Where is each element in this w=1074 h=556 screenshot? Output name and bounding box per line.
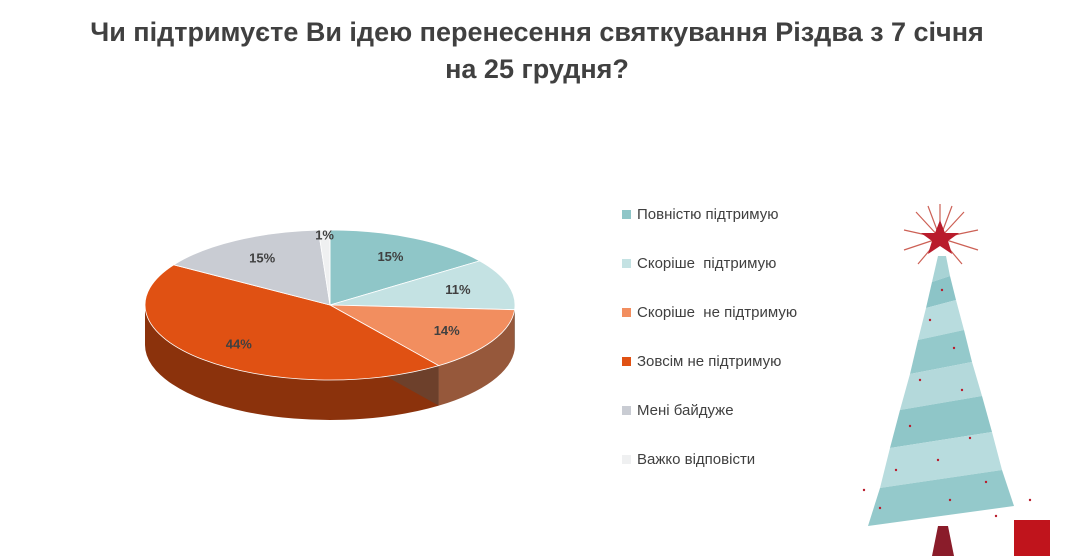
pie-slice-5-label: 15% <box>249 251 275 266</box>
pie-slice-6 <box>317 229 331 306</box>
chart-title-line-2: на 25 грудня? <box>445 54 629 84</box>
legend-item-6: Важко відповісти <box>622 451 797 500</box>
legend-swatch <box>622 308 631 317</box>
legend-swatch <box>622 455 631 464</box>
pie-slice-4-side <box>145 305 439 420</box>
pie-slice-2 <box>329 260 516 311</box>
star-icon <box>921 220 959 254</box>
pie-slice-6-label: 1% <box>315 227 334 242</box>
legend-label: Зовсім не підтримую <box>637 353 782 370</box>
pie-slice-4-label: 44% <box>226 336 252 351</box>
pie-slice-1 <box>329 229 481 306</box>
legend-label: Повністю підтримую <box>637 206 779 223</box>
pie-tops <box>144 229 516 381</box>
legend-label: Скоріше підтримую <box>637 255 777 272</box>
pie-slice-5 <box>172 229 331 306</box>
chart-title: Чи підтримуєте Ви ідею перенесення святк… <box>40 14 1034 88</box>
legend-item-5: Мені байдуже <box>622 402 797 451</box>
pie-slice-3 <box>329 304 516 367</box>
chart-title-line-1: Чи підтримуєте Ви ідею перенесення святк… <box>90 17 984 47</box>
gift-box-icon <box>1014 520 1050 556</box>
pie-slice-1-label: 15% <box>377 249 403 264</box>
legend-item-2: Скоріше підтримую <box>622 255 797 304</box>
legend-label: Мені байдуже <box>637 402 734 419</box>
pie-chart: 15% 11% 14% 44% 15% 1% <box>144 227 516 420</box>
pie-slice-3-label: 14% <box>434 323 460 338</box>
legend-swatch <box>622 357 631 366</box>
tree-ribbon-icon <box>868 256 1014 526</box>
legend-item-1: Повністю підтримую <box>622 206 797 255</box>
tree-dots-icon <box>862 288 1032 518</box>
pie-slice-2-label: 11% <box>445 282 471 297</box>
chart-legend: Повністю підтримую Скоріше підтримую Скорі… <box>622 206 797 500</box>
christmas-tree-icon <box>862 204 1050 556</box>
pie-slice-3-side <box>438 309 515 406</box>
legend-item-3: Скоріше не підтримую <box>622 304 797 353</box>
legend-swatch <box>622 406 631 415</box>
legend-swatch <box>622 259 631 268</box>
legend-label: Важко відповісти <box>637 451 756 468</box>
legend-item-4: Зовсім не підтримую <box>622 353 797 402</box>
tree-trunk-icon <box>932 526 954 556</box>
legend-label: Скоріше не підтримую <box>637 304 798 321</box>
legend-swatch <box>622 210 631 219</box>
pie-slice-4 <box>144 264 440 381</box>
pie-sides <box>145 305 515 420</box>
